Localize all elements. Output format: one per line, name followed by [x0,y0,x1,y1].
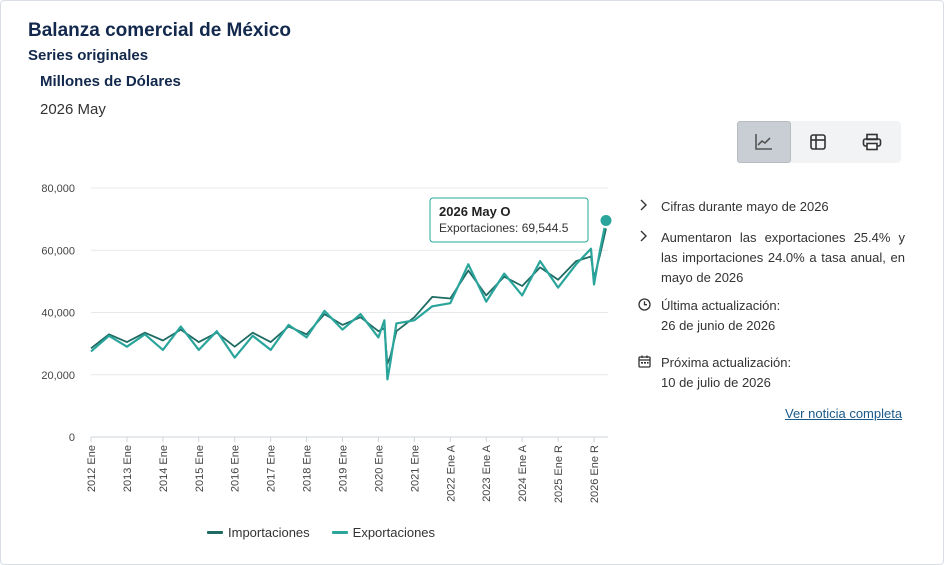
view-toolbar [737,121,901,163]
period-label: 2026 May [40,101,106,118]
x-tick-label: 2014 Ene [158,445,170,492]
chart-subtitle: Series originales [28,47,149,64]
full-news-link[interactable]: Ver noticia completa [785,406,903,421]
legend-swatch [331,531,348,534]
info-item-variacion[interactable]: Aumentaron las exportaciones 25.4% y las… [638,228,905,288]
info-text: Próxima actualización: 10 de julio de 20… [661,353,905,393]
next-date: 10 de julio de 2026 [661,375,771,390]
x-tick-label: 2018 Ene [302,445,314,492]
clock-icon [638,296,661,336]
x-tick-label: 2021 Ene [409,445,421,492]
chart-view-button[interactable] [737,121,791,163]
updated-date: 26 de junio de 2026 [661,318,776,333]
x-tick-label: 2013 Ene [122,445,134,492]
x-tick-label: 2015 Ene [194,445,206,492]
line-chart-icon [755,134,772,150]
hover-marker [598,213,614,229]
y-tick-label: 60,000 [41,245,75,257]
calendar-icon [638,353,661,393]
table-view-button[interactable] [791,121,845,163]
x-tick-label: 2025 Ene R [553,445,565,503]
legend-item-exportaciones[interactable]: Exportaciones [331,525,436,540]
line-chart: 0 20,000 40,000 60,000 80,000 2012 Ene 2013 E… [41,183,614,503]
y-tick-label: 20,000 [41,370,75,382]
info-text: Aumentaron las exportaciones 25.4% y las… [661,230,905,285]
tooltip-title: 2026 May O [439,204,511,219]
chevron-right-icon [638,228,661,288]
legend-label: Exportaciones [352,525,436,540]
chart-tooltip: 2026 May O Exportaciones: 69,544.5 [429,197,589,243]
info-item-cifras[interactable]: Cifras durante mayo de 2026 [638,197,905,217]
updated-label: Última actualización: [661,298,781,313]
legend-item-importaciones[interactable]: Importaciones [207,525,310,540]
tooltip-value: Exportaciones: 69,544.5 [439,221,569,235]
legend-label: Importaciones [228,525,310,540]
x-tick-label: 2026 Ene R [589,445,601,503]
x-tick-label: 2017 Ene [266,445,278,492]
series-line-exportaciones [90,220,608,381]
x-tick-label: 2024 Ene A [517,444,529,502]
info-item-ultima: Última actualización: 26 de junio de 202… [638,296,905,336]
next-label: Próxima actualización: [661,355,792,370]
legend-swatch [207,531,223,534]
units-label: Millones de Dólares [40,73,181,90]
info-item-proxima: Próxima actualización: 10 de julio de 20… [638,353,905,393]
y-tick-label: 0 [69,432,75,444]
x-tick-label: 2019 Ene [338,445,350,492]
info-text: Última actualización: 26 de junio de 202… [661,296,905,336]
x-tick-label: 2023 Ene A [481,444,493,502]
x-tick-label: 2020 Ene [373,445,385,492]
y-tick-label: 40,000 [41,308,75,320]
x-tick-label: 2022 Ene A [445,444,457,502]
y-tick-label: 80,000 [41,183,75,195]
printer-icon [862,133,882,151]
chart-title: Balanza comercial de México [28,20,291,41]
x-tick-label: 2012 Ene [86,445,98,492]
info-text: Cifras durante mayo de 2026 [661,199,829,214]
chevron-right-icon [638,197,661,217]
chart-legend: Importaciones Exportaciones [207,525,457,540]
x-tick-label: 2016 Ene [230,445,242,492]
print-button[interactable] [845,121,899,163]
table-icon [810,134,826,150]
